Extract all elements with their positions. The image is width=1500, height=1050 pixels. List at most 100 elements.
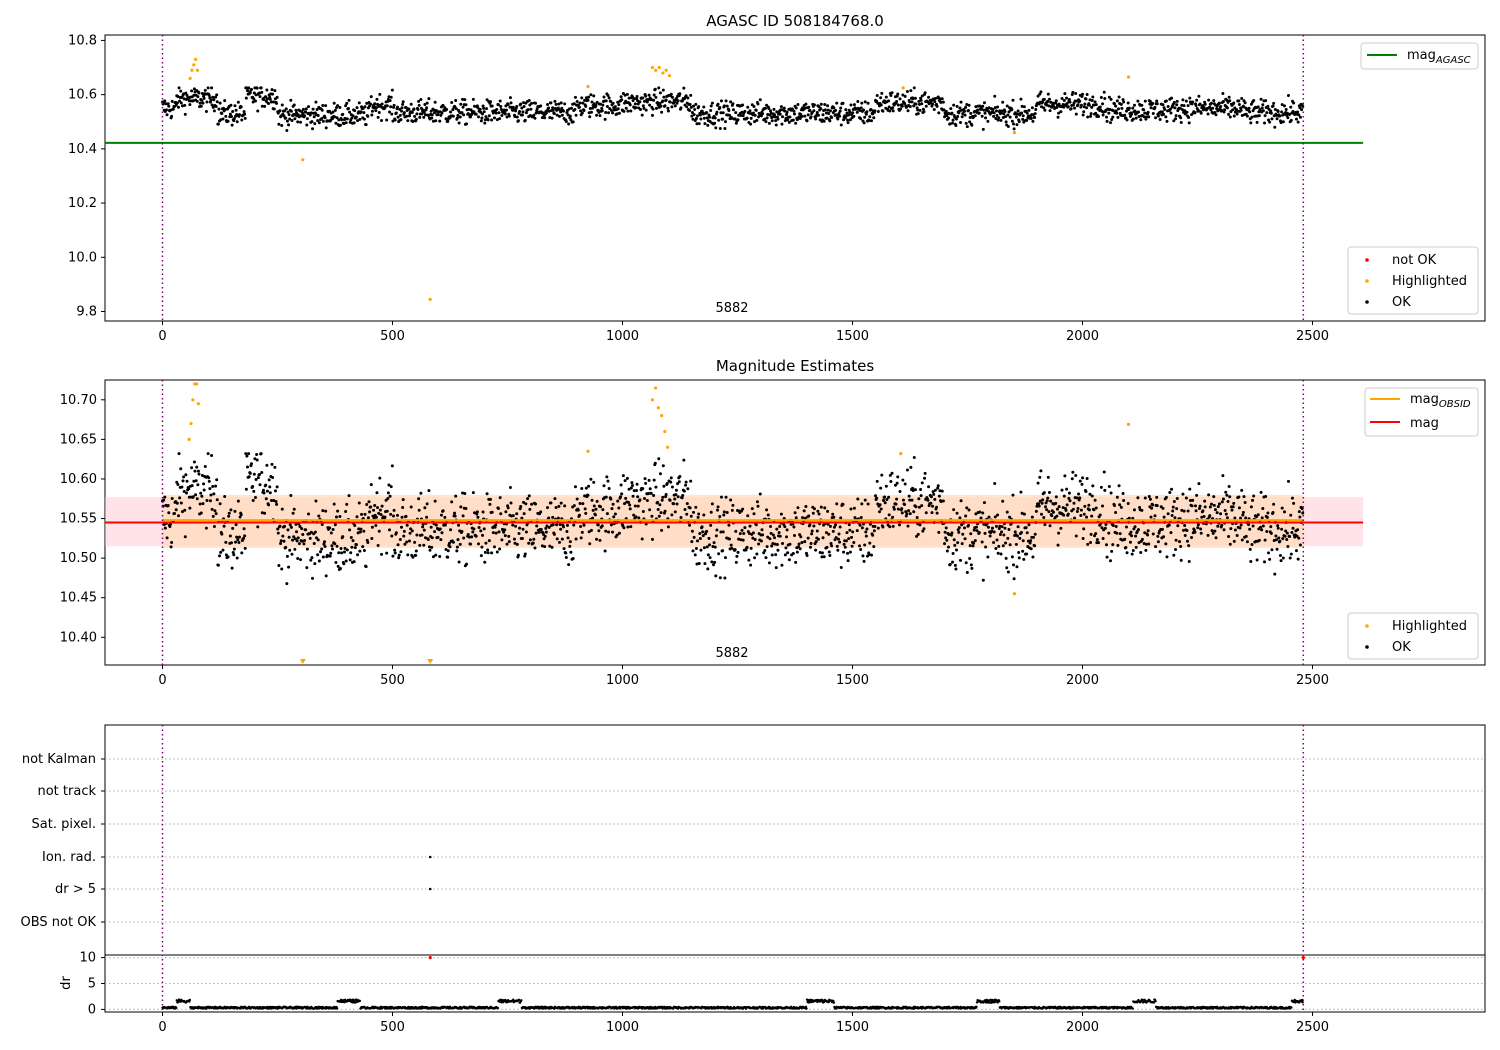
ok-point-2-66 <box>198 502 202 506</box>
ok-point-2-128 <box>234 540 238 544</box>
ok-point-674 <box>545 109 549 113</box>
ok-point-1506 <box>1020 111 1024 115</box>
ok-point-204 <box>277 122 281 126</box>
ok-point-1768 <box>1169 111 1173 115</box>
ok-point-2-1707 <box>1134 545 1138 549</box>
ok-point-2-1939 <box>1267 551 1271 555</box>
ok-point-1330 <box>919 98 923 102</box>
ok-point-96 <box>215 100 219 104</box>
ok-point-279 <box>320 117 324 121</box>
ok-point-2-681 <box>549 501 553 505</box>
ok-point-950 <box>702 116 706 120</box>
ok-point-2-1182 <box>835 502 839 506</box>
ok-point-631 <box>520 113 524 117</box>
ok-point-1813 <box>1195 98 1199 102</box>
ok-point-2-332 <box>350 545 354 549</box>
ok-point-2-879 <box>662 484 666 488</box>
ok-point-1014 <box>739 113 743 117</box>
ok-point-2-1824 <box>1201 509 1205 513</box>
ok-point-2-2 <box>162 498 166 502</box>
ok-point-2-117 <box>227 511 231 515</box>
ok-point-2-349 <box>360 512 364 516</box>
ok-point-2-837 <box>638 498 642 502</box>
ok-point-2-1934 <box>1264 495 1268 499</box>
ok-point-2-1186 <box>837 532 841 536</box>
ok-point-2-1947 <box>1271 510 1275 514</box>
ok-point-2-1099 <box>787 558 791 562</box>
ok-point-2-371 <box>372 516 376 520</box>
ok-point-1769 <box>1170 96 1174 100</box>
ok-point-2-1173 <box>830 544 834 548</box>
ok-point-2-279 <box>320 547 324 551</box>
ok-point-2-708 <box>564 556 568 560</box>
ok-point-2-1889 <box>1238 526 1242 530</box>
ok-point-401 <box>389 95 393 99</box>
ok-point-2-1411 <box>965 571 969 575</box>
panel-magnitude-estimates: Magnitude Estimates 0 500 1000 1500 2000 2500… <box>60 357 1486 688</box>
ok-point-1077 <box>775 110 779 114</box>
ok-point-2-824 <box>631 484 635 488</box>
ok-point-518 <box>456 113 460 117</box>
ok-point-820 <box>628 103 632 107</box>
ok-point-2-1907 <box>1248 547 1252 551</box>
ok-point-2-1691 <box>1125 551 1129 555</box>
ok-point-2-1371 <box>943 542 947 546</box>
ok-point-2-436 <box>409 505 413 509</box>
ok-point-2-363 <box>368 510 372 514</box>
ok-point-577 <box>490 118 494 122</box>
ok-point-2-621 <box>515 512 519 516</box>
ok-point-2-715 <box>568 540 572 544</box>
ok-point-2-261 <box>309 530 313 534</box>
ok-point-2-1115 <box>796 545 800 549</box>
ok-point-1841 <box>1211 106 1215 110</box>
ok-point-2-565 <box>483 560 487 564</box>
ok-point-879 <box>662 95 666 99</box>
ok-point-2-916 <box>683 507 687 511</box>
ok-point-357 <box>364 123 368 127</box>
ok-point-2-1801 <box>1188 487 1192 491</box>
ok-point-2-1667 <box>1111 524 1115 528</box>
ok-point-2-1895 <box>1241 510 1245 514</box>
ok-point-2-1074 <box>773 542 777 546</box>
ok-point-2-63 <box>196 469 200 473</box>
ok-point-2-241 <box>298 525 302 529</box>
ok-point-2-1858 <box>1220 500 1224 504</box>
highlighted-point-7 <box>586 84 590 89</box>
ok-point-1976 <box>1288 112 1292 116</box>
ok-point-1327 <box>917 102 921 106</box>
ok-point-894 <box>670 95 674 99</box>
ok-point-2-1805 <box>1190 504 1194 508</box>
ok-point-2-342 <box>356 553 360 557</box>
ok-point-2-1322 <box>915 534 919 538</box>
ok-point-1806 <box>1191 100 1195 104</box>
ok-point-2-753 <box>590 498 594 502</box>
ok-point-799 <box>616 107 620 111</box>
ok-point-1417 <box>969 111 973 115</box>
ok-point-1127 <box>803 106 807 110</box>
ok-point-196 <box>272 107 276 111</box>
ok-point-761 <box>595 113 599 117</box>
ok-point-2-1760 <box>1164 495 1168 499</box>
ok-point-2-32 <box>179 467 183 471</box>
ok-point-559 <box>479 119 483 123</box>
ok-point-711 <box>566 113 570 117</box>
ok-point-2-127 <box>233 509 237 513</box>
ok-point-1644 <box>1098 105 1102 109</box>
ok-point-2-890 <box>668 498 672 502</box>
ok-point-252 <box>304 107 308 111</box>
ok-point-2-313 <box>339 547 343 551</box>
highlighted-point-2-12 <box>660 414 664 418</box>
ok-point-2-1999 <box>1301 511 1305 515</box>
ok-point-2-1126 <box>803 540 807 544</box>
ok-point-2-878 <box>661 464 665 468</box>
ok-point-1630 <box>1090 98 1094 102</box>
ok-point-2-1100 <box>788 542 792 546</box>
ok-point-505 <box>449 110 453 114</box>
ok-point-2-920 <box>685 502 689 506</box>
ok-point-2-1160 <box>822 555 826 559</box>
ok-point-2-947 <box>701 530 705 534</box>
ok-point-120 <box>229 103 233 107</box>
ok-point-1586 <box>1065 101 1069 105</box>
ok-point-1836 <box>1208 105 1212 109</box>
ok-point-602 <box>504 104 508 108</box>
